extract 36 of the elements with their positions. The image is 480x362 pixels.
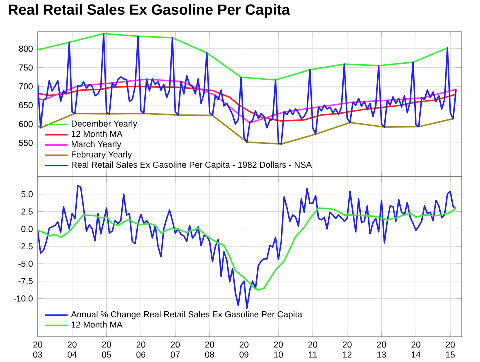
x-tick-label: 20 04: [68, 342, 77, 358]
x-tick-label: 20 12: [343, 342, 352, 358]
y-tick-label: 2.5: [22, 208, 33, 215]
x-tick-label: 20 10: [274, 342, 284, 358]
legend-label: Real Retail Sales Ex Gasoline Per Capita - 1982 Dollars - NSA: [72, 162, 312, 170]
x-tick-label: 20 07: [171, 342, 180, 358]
x-tick-label: 20 06: [136, 342, 146, 358]
legend-label: 12 Month MA: [72, 130, 123, 138]
line-series: [38, 33, 448, 81]
chart-title: Real Retail Sales Ex Gasoline Per Capita: [9, 4, 290, 18]
legend-label: February Yearly: [72, 151, 132, 160]
line-series: [38, 86, 458, 122]
x-tick-label: 20 13: [377, 342, 386, 358]
x-tick-label: 20 03: [34, 342, 42, 358]
y-tick-label: 700: [19, 84, 33, 90]
legend-label: Annual % Change Real Retail Sales Ex Gasoline Per Capita: [71, 311, 302, 320]
x-tick-label: 20 05: [102, 342, 112, 358]
x-tick-label: 20 14: [412, 342, 421, 358]
x-tick-label: 20 09: [240, 342, 249, 358]
legend-label: March Yearly: [72, 141, 122, 150]
y-tick-label: 5.0: [22, 191, 33, 198]
y-tick-label: 800: [19, 46, 33, 52]
x-tick-label: 20 11: [308, 342, 318, 358]
legend-label: 12 Month MA: [72, 322, 123, 328]
y-tick-label: 650: [19, 102, 33, 109]
y-tick-label: 600: [19, 121, 33, 128]
legend-label: December Yearly: [72, 120, 138, 129]
y-tick-label: -2.5: [18, 244, 33, 250]
y-tick-label: -10.0: [14, 296, 33, 302]
y-tick-label: 0.0: [22, 226, 33, 232]
y-tick-label: 550: [19, 140, 33, 146]
y-tick-label: -7.5: [18, 278, 33, 284]
x-tick-label: 20 15: [446, 342, 456, 358]
x-tick-label: 20 08: [205, 342, 214, 358]
y-tick-label: -5.0: [18, 260, 33, 268]
y-tick-label: 750: [19, 64, 33, 71]
